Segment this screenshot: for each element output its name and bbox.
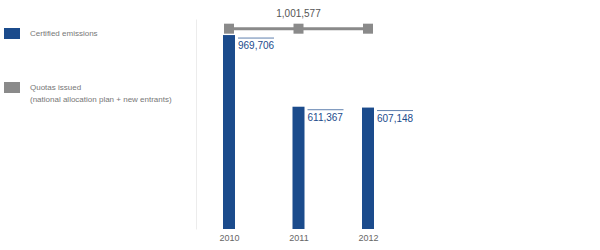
x-tick-label: 2010	[219, 233, 239, 243]
plot-area	[223, 24, 374, 229]
legend-label: Quotas issued(national allocation plan +…	[30, 83, 172, 104]
line-marker	[363, 24, 373, 34]
label-overline	[238, 38, 274, 39]
y-axis-line	[196, 20, 197, 230]
legend-swatch	[4, 82, 20, 93]
data-label: 969,706	[238, 40, 275, 51]
label-overline	[377, 110, 413, 111]
data-label: 611,367	[308, 112, 344, 123]
line-marker	[224, 24, 234, 34]
x-tick: 2012	[358, 231, 378, 243]
line-marker	[294, 24, 304, 34]
x-tick-label: 2011	[289, 233, 308, 243]
data-labels: 969,706 611,367 607,148 1,001,577	[238, 8, 414, 124]
bar	[293, 107, 305, 229]
x-axis: 2010 2011 2012	[219, 231, 378, 243]
legend-label: Certified emissions	[30, 29, 98, 38]
label-overline	[308, 109, 344, 110]
x-tick: 2010	[219, 231, 239, 243]
bar	[223, 35, 235, 229]
bar	[362, 108, 374, 229]
legend: Certified emissions Quotas issued(nationa…	[4, 28, 172, 104]
x-tick: 2011	[289, 231, 308, 243]
chart: 2010 2011 2012 969,706 611,367 607,148 1,001,5…	[0, 0, 600, 250]
legend-swatch	[4, 28, 20, 39]
data-label: 607,148	[377, 113, 414, 124]
y-axis	[196, 20, 197, 230]
data-label: 1,001,577	[276, 8, 321, 19]
x-tick-label: 2012	[358, 233, 378, 243]
